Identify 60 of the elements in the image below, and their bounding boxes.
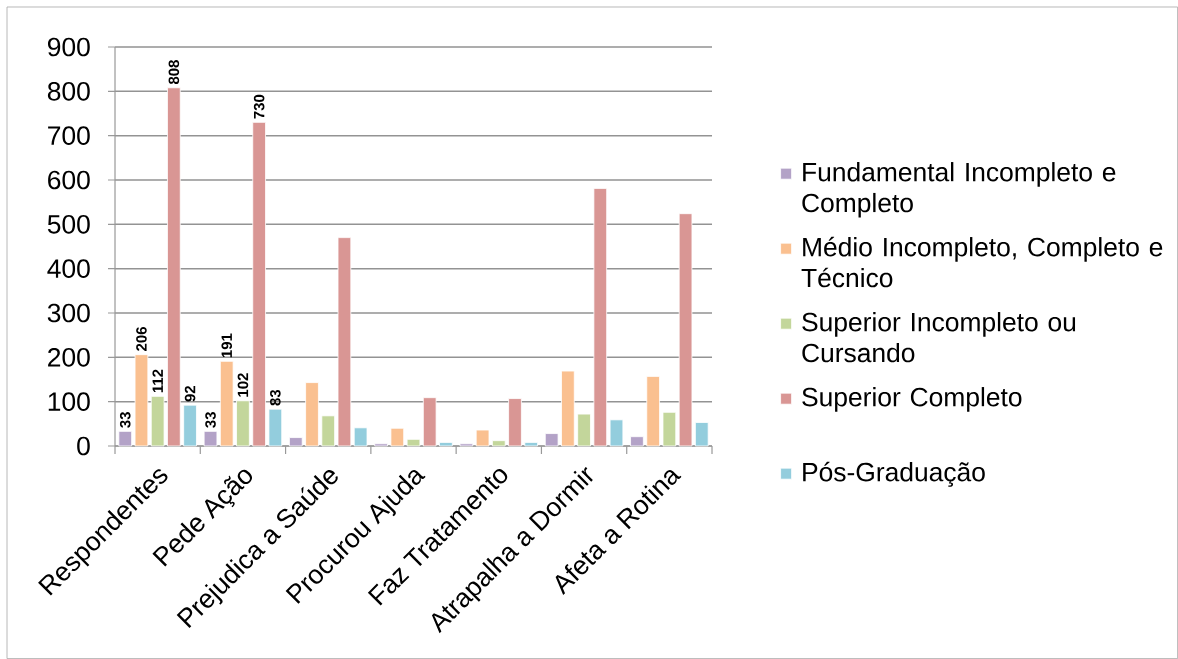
y-tick-label: 600 bbox=[48, 170, 90, 190]
bar bbox=[492, 440, 506, 447]
bar bbox=[353, 427, 368, 447]
bar bbox=[150, 395, 165, 447]
data-label: 92 bbox=[184, 385, 196, 402]
bar bbox=[390, 427, 405, 447]
bar bbox=[305, 382, 319, 447]
legend-label: Superior Incompleto ou Cursando bbox=[802, 312, 1076, 363]
data-label: 33 bbox=[205, 412, 216, 428]
bar bbox=[630, 436, 644, 447]
data-label: 33 bbox=[119, 412, 131, 428]
y-tick-label: 0 bbox=[77, 436, 90, 456]
bar bbox=[268, 408, 283, 447]
y-tick-label: 300 bbox=[47, 303, 90, 323]
y-tick-label: 200 bbox=[48, 347, 90, 367]
bar bbox=[475, 429, 490, 447]
bar bbox=[524, 442, 538, 447]
y-tick-label: 800 bbox=[47, 81, 90, 101]
data-label: 112 bbox=[152, 369, 163, 393]
bar bbox=[577, 413, 591, 447]
bar bbox=[459, 443, 474, 447]
bar bbox=[593, 188, 608, 447]
bar bbox=[203, 430, 218, 447]
bar bbox=[609, 419, 624, 447]
bar bbox=[289, 437, 303, 447]
legend-label: Pós-Graduação bbox=[803, 461, 985, 487]
y-tick-label: 900 bbox=[47, 37, 90, 57]
bar bbox=[374, 443, 388, 447]
bar bbox=[561, 370, 575, 447]
data-label: 102 bbox=[237, 373, 249, 397]
data-label: 206 bbox=[136, 327, 147, 351]
bar bbox=[439, 442, 453, 447]
y-tick-label: 400 bbox=[47, 259, 90, 279]
bar bbox=[544, 433, 559, 447]
y-tick-label: 700 bbox=[48, 126, 90, 146]
bar bbox=[167, 87, 181, 447]
bar bbox=[694, 422, 709, 447]
bar bbox=[183, 404, 197, 447]
bar bbox=[219, 360, 234, 447]
data-label: 191 bbox=[221, 333, 233, 358]
bar bbox=[118, 430, 133, 447]
bar bbox=[406, 438, 421, 447]
y-tick-label: 500 bbox=[47, 214, 90, 234]
data-label: 83 bbox=[270, 389, 281, 406]
bar bbox=[321, 415, 336, 447]
bar bbox=[337, 237, 352, 447]
bar bbox=[252, 121, 266, 447]
legend-label: Fundamental Incompleto e Completo bbox=[802, 162, 1116, 218]
legend-label: Médio Incompleto, Completo e Técnico bbox=[801, 236, 1163, 288]
bar bbox=[422, 397, 437, 447]
legend-label: Superior Completo bbox=[802, 387, 1022, 412]
bar bbox=[508, 398, 522, 447]
y-tick-label: 100 bbox=[48, 392, 90, 412]
bar bbox=[646, 375, 660, 447]
bar bbox=[678, 213, 693, 447]
bar bbox=[134, 354, 149, 447]
bar bbox=[236, 400, 250, 447]
bar bbox=[662, 411, 677, 447]
data-label: 808 bbox=[168, 60, 180, 85]
data-label: 730 bbox=[253, 94, 265, 119]
